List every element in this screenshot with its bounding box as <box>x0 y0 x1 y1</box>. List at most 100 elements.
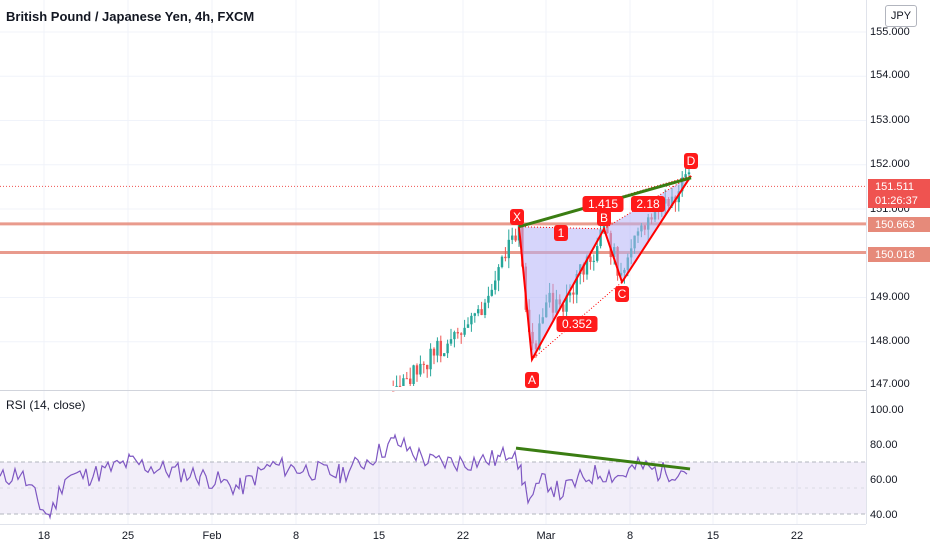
point-d-label-bg <box>684 153 698 169</box>
time-label: 22 <box>790 530 804 542</box>
candle-body <box>419 363 422 375</box>
price-tick: 147.000 <box>870 378 910 390</box>
ratio-bd-label-bg <box>631 196 665 212</box>
candle-body <box>456 332 459 334</box>
candle-body <box>412 365 415 384</box>
rsi-tick: 60.00 <box>870 474 898 486</box>
candle-body <box>446 343 449 354</box>
point-b-label: B <box>597 210 611 226</box>
candle-body <box>477 309 480 314</box>
candle-body <box>572 292 575 295</box>
level-tag-2: 150.018 <box>868 247 930 262</box>
pattern-xab-fill <box>519 226 604 360</box>
candle-body <box>687 172 691 175</box>
point-a-label-bg <box>525 372 539 388</box>
candle-body <box>582 264 585 275</box>
time-label: 18 <box>37 530 51 542</box>
point-x-label: X <box>510 209 524 225</box>
rsi-tick: 100.00 <box>870 404 904 416</box>
candle-body <box>504 256 507 259</box>
candle-body <box>395 385 398 387</box>
ratio-xb-label-text: 1 <box>558 226 565 240</box>
price-tick: 153.000 <box>870 114 910 126</box>
time-axis[interactable] <box>0 524 866 551</box>
point-d-label: D <box>684 153 698 169</box>
candle-body <box>490 289 493 296</box>
candle-body <box>453 332 456 340</box>
point-x-label-text: X <box>513 210 521 224</box>
candle-body <box>463 327 466 335</box>
ratio-ac-label: 0.352 <box>556 316 598 332</box>
price-tick: 148.000 <box>870 335 910 347</box>
price-tick: 149.000 <box>870 291 910 303</box>
price-axis[interactable] <box>866 0 932 390</box>
candle-body <box>497 267 500 281</box>
ratio-xb-label: 1 <box>554 225 568 241</box>
candle-body <box>589 256 592 262</box>
ratio-xd-label-bg <box>582 196 624 212</box>
rsi-line <box>0 433 688 520</box>
level-tag-1: 150.663 <box>868 217 930 232</box>
candle-body <box>575 274 578 295</box>
candle-body <box>500 256 504 268</box>
rsi-axis[interactable] <box>866 390 932 524</box>
candle-body <box>684 174 687 178</box>
rsi-tick: 80.00 <box>870 439 898 451</box>
point-c-label-text: C <box>618 287 627 301</box>
point-a-label-text: A <box>528 373 536 387</box>
grid <box>0 0 866 524</box>
bar-countdown: 01:26:37 <box>868 193 930 208</box>
rsi-tick: 40.00 <box>870 509 898 521</box>
ratio-xd-label: 1.415 <box>582 196 624 212</box>
point-c-label-bg <box>615 286 629 302</box>
point-x-label-bg <box>510 209 524 225</box>
point-d-label-text: D <box>687 154 696 168</box>
candle-body <box>402 378 405 386</box>
symbol-title: British Pound / Japanese Yen, 4h, FXCM <box>6 9 255 24</box>
rsi-pane <box>0 433 866 520</box>
candle-body <box>466 324 470 328</box>
last-price-tag: 151.511 <box>868 179 930 194</box>
point-b-label-bg <box>597 210 611 226</box>
price-tick: 154.000 <box>870 69 910 81</box>
candle-body <box>398 385 402 387</box>
candle-body <box>429 348 432 370</box>
time-label: 22 <box>456 530 470 542</box>
candle-body <box>460 333 463 335</box>
time-label: 8 <box>626 530 634 542</box>
time-label: 25 <box>121 530 135 542</box>
candle-body <box>677 191 680 203</box>
candle-body <box>514 235 517 241</box>
pattern-bd-ratio-line <box>603 175 692 230</box>
ratio-xd-label-text: 1.415 <box>588 197 618 211</box>
point-a-label: A <box>525 372 539 388</box>
price-tick: 152.000 <box>870 158 910 170</box>
candle-body <box>596 246 599 261</box>
candle-body <box>439 340 442 357</box>
candle-body <box>449 339 453 344</box>
rsi-title: RSI (14, close) <box>6 398 86 412</box>
rsi-divergence-line <box>515 446 691 471</box>
candle-body <box>487 295 490 303</box>
pattern-bcd-fill <box>604 175 691 283</box>
candle-body <box>592 260 595 262</box>
currency-button[interactable]: JPY <box>885 5 917 27</box>
candle-body <box>585 256 589 275</box>
candle-body <box>473 313 476 316</box>
candle-body <box>432 348 436 356</box>
candle-body <box>599 229 602 247</box>
pane-divider[interactable] <box>0 390 866 391</box>
harmonic-pattern: X A B C D 1 0.352 1.415 2.18 <box>510 153 698 388</box>
point-c-label: C <box>615 286 629 302</box>
ratio-bd-label: 2.18 <box>631 196 665 212</box>
candle-body <box>405 378 408 380</box>
price-tick: 155.000 <box>870 26 910 38</box>
time-label: 15 <box>706 530 720 542</box>
ratio-ac-label-text: 0.352 <box>562 317 592 331</box>
time-label: Mar <box>536 530 556 542</box>
candle-body <box>602 223 606 230</box>
candle-body <box>511 235 514 240</box>
candle-body <box>443 353 446 357</box>
